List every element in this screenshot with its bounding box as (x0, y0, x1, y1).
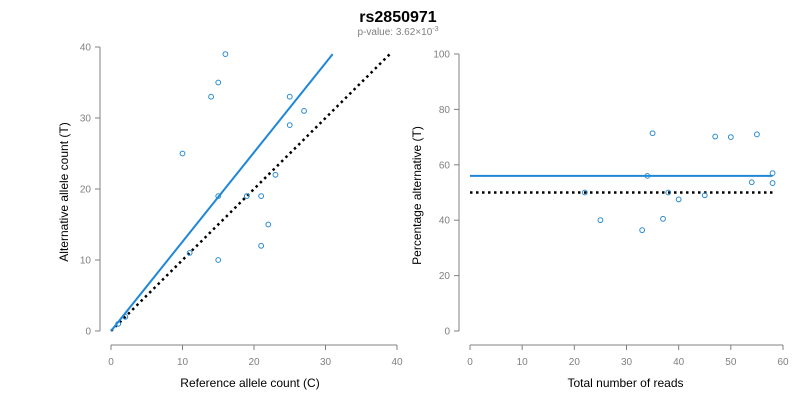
x-axis-label: Reference allele count (C) (180, 376, 319, 390)
data-point (179, 150, 186, 157)
y-tick-label: 0 (444, 327, 450, 338)
data-point (115, 321, 122, 327)
data-point (215, 193, 222, 200)
data-point (215, 257, 222, 263)
x-tick-label: 40 (673, 357, 685, 368)
data-point (258, 242, 265, 249)
data-point (675, 196, 682, 203)
y-tick-label: 80 (439, 105, 451, 116)
data-point (665, 189, 672, 196)
x-axis-label: Total number of reads (567, 376, 683, 390)
y-tick-label: 40 (80, 43, 92, 54)
data-point (208, 93, 215, 100)
fit-line (110, 53, 334, 332)
data-point (597, 217, 604, 224)
y-tick-label: 0 (85, 327, 91, 338)
y-tick-label: 20 (439, 271, 451, 282)
data-point (727, 134, 734, 141)
x-tick-label: 50 (725, 357, 737, 368)
chart-subtitle: p-value: 3.62×10-3 (357, 26, 438, 38)
y-tick-label: 100 (433, 50, 450, 61)
x-tick-label: 0 (467, 357, 473, 368)
y-tick-label: 60 (439, 160, 451, 171)
chart-title: rs2850971 (359, 9, 437, 26)
data-point (660, 215, 666, 222)
data-point (265, 221, 272, 228)
y-tick-label: 10 (80, 256, 92, 267)
x-tick-label: 20 (248, 357, 260, 368)
y-tick-label: 30 (80, 114, 92, 125)
data-point (639, 227, 646, 234)
x-tick-label: 40 (391, 357, 403, 368)
y-axis-label: Percentage alternative (T) (410, 126, 424, 265)
data-point (644, 172, 651, 179)
x-tick-label: 30 (621, 357, 633, 368)
data-point (243, 193, 250, 200)
data-point (769, 180, 776, 186)
data-point (286, 122, 293, 128)
p-value-label: p-value: 3.62×10 (357, 27, 432, 38)
expected-line (110, 53, 391, 332)
data-point (754, 131, 760, 138)
x-tick-label: 10 (517, 357, 529, 368)
data-point (215, 79, 222, 86)
y-axis-label: Alternative allele count (T) (57, 122, 71, 261)
data-point (712, 133, 719, 140)
x-tick-label: 30 (320, 357, 332, 368)
data-point (301, 108, 307, 114)
data-point (272, 171, 279, 178)
left-scatter-panel: 0 10 20 30 40 0 10 20 30 40 Reference allele count… (57, 43, 403, 391)
right-scatter-panel: 0 10 20 30 40 50 60 0 20 40 60 80 100 Total number of… (410, 50, 789, 391)
y-tick-label: 40 (439, 216, 451, 227)
data-point (258, 193, 265, 200)
data-point (122, 313, 129, 320)
data-point (222, 51, 229, 57)
x-tick-label: 0 (108, 357, 114, 368)
data-point (748, 179, 755, 186)
data-point (186, 250, 193, 256)
p-value-exponent: -3 (432, 26, 438, 33)
x-tick-label: 10 (177, 357, 189, 368)
x-tick-label: 60 (777, 357, 789, 368)
data-point (286, 93, 293, 100)
y-tick-label: 20 (80, 185, 92, 196)
data-point (769, 170, 776, 177)
data-point (701, 192, 708, 199)
data-point (581, 189, 588, 196)
data-point (649, 130, 656, 137)
x-tick-label: 20 (569, 357, 581, 368)
